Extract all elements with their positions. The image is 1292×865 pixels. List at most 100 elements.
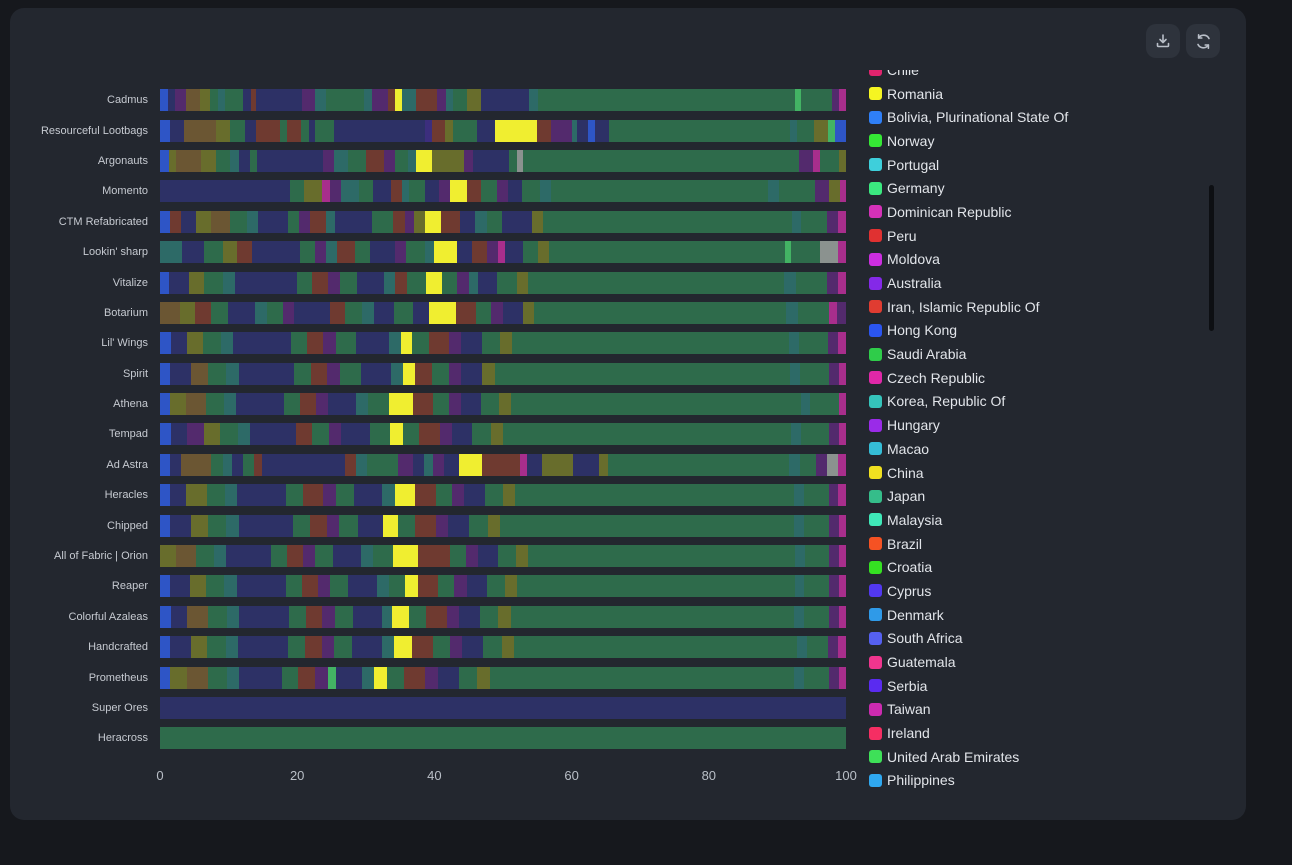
legend-item[interactable]: China [869,461,1224,485]
legend-item[interactable]: United Arab Emirates [869,745,1224,769]
legend-item[interactable]: Germany [869,176,1224,200]
legend-item[interactable]: Korea, Republic Of [869,390,1224,414]
bar-segment [534,301,552,324]
bar-segment [358,180,373,203]
bar-row: Super Ores [10,693,846,723]
category-label: Ad Astra [106,458,148,471]
bar-segment [794,484,804,507]
bar-segment [261,453,345,476]
bar-segment [487,514,501,537]
legend-label: Portugal [887,156,940,173]
legend-item[interactable]: Brazil [869,532,1224,556]
bar-segment [191,362,208,385]
bar-row: Vitalize [10,267,846,297]
bar-segment [475,301,492,324]
bar-segment [187,666,209,689]
bar-segment [424,241,434,264]
legend-item[interactable]: Cyprus [869,579,1224,603]
legend-item[interactable]: Taiwan [869,698,1224,722]
bar-segment [829,605,840,628]
bar-segment [367,453,398,476]
bar-segment [223,271,236,294]
bar-segment [344,453,357,476]
legend-item[interactable]: Malaysia [869,508,1224,532]
bar-segment [160,697,846,719]
bar-segment [829,423,840,446]
chart-plot-area: Cadmus Resourceful Lootbags Argonauts Momen… [10,85,846,754]
legend-label: China [887,464,924,481]
refresh-icon [1195,33,1212,50]
legend-label: Moldova [887,251,940,268]
bar-segment [439,180,451,203]
bar-row: Heracross [10,723,846,753]
stacked-bar [160,697,846,719]
legend-item[interactable]: Hungary [869,413,1224,437]
bar-segment [333,149,349,172]
bar-segment [489,666,794,689]
bar-segment [413,301,429,324]
bar-segment [509,149,517,172]
legend-label: Hungary [887,417,940,434]
bar-segment [794,605,805,628]
bar-segment [300,119,310,142]
bar-segment [497,180,508,203]
legend-item[interactable]: Dominican Republic [869,200,1224,224]
bar-segment [235,393,284,416]
bar-segment [456,301,476,324]
bar-segment [838,149,846,172]
legend-item[interactable]: Romania [869,82,1224,106]
bar-segment [415,484,436,507]
bar-segment [356,393,369,416]
bar-segment [169,453,182,476]
bar-segment [327,271,340,294]
legend-item[interactable]: Macao [869,437,1224,461]
refresh-button[interactable] [1186,24,1220,58]
bar-segment [478,271,498,294]
bar-segment [395,241,407,264]
bar-segment [483,636,502,659]
bar-segment [322,605,335,628]
chart-card: Cadmus Resourceful Lootbags Argonauts Momen… [10,8,1246,820]
legend-item[interactable]: Czech Republic [869,366,1224,390]
legend-item[interactable]: Denmark [869,603,1224,627]
legend-item[interactable]: Portugal [869,153,1224,177]
legend-item[interactable]: Moldova [869,248,1224,272]
legend-item[interactable]: Iran, Islamic Republic Of [869,295,1224,319]
bar-segment [446,605,460,628]
bar-segment [799,362,830,385]
legend-item[interactable]: Peru [869,224,1224,248]
bar-segment [187,423,204,446]
legend-scrollbar-thumb[interactable] [1209,185,1214,331]
bar-segment [796,119,815,142]
stacked-bar [160,241,846,264]
bar-segment [412,393,433,416]
legend-item[interactable]: Saudi Arabia [869,342,1224,366]
legend-item[interactable]: Serbia [869,674,1224,698]
bar-segment [316,393,329,416]
bar-segment [383,514,399,537]
legend-item[interactable]: Philippines [869,769,1224,793]
bar-segment [239,362,294,385]
bar-segment [245,119,256,142]
legend-item[interactable]: Croatia [869,555,1224,579]
legend-item[interactable]: Hong Kong [869,319,1224,343]
bar-segment [433,453,445,476]
legend-item[interactable]: Norway [869,129,1224,153]
download-button[interactable] [1146,24,1180,58]
bar-segment [364,89,373,112]
legend-item[interactable]: Japan [869,484,1224,508]
bar-segment [250,89,257,112]
bar-segment [828,545,839,568]
legend-item[interactable]: Ireland [869,721,1224,745]
bar-row: Athena [10,389,846,419]
legend-item[interactable]: South Africa [869,627,1224,651]
legend-item[interactable]: Australia [869,271,1224,295]
bar-segment [505,241,524,264]
bar-segment [437,666,459,689]
legend-item[interactable]: Chile [869,70,1224,82]
bar-segment [789,453,801,476]
bar-segment [551,180,768,203]
legend-item[interactable]: Guatemala [869,650,1224,674]
bar-segment [836,301,846,324]
legend-item[interactable]: Bolivia, Plurinational State Of [869,105,1224,129]
